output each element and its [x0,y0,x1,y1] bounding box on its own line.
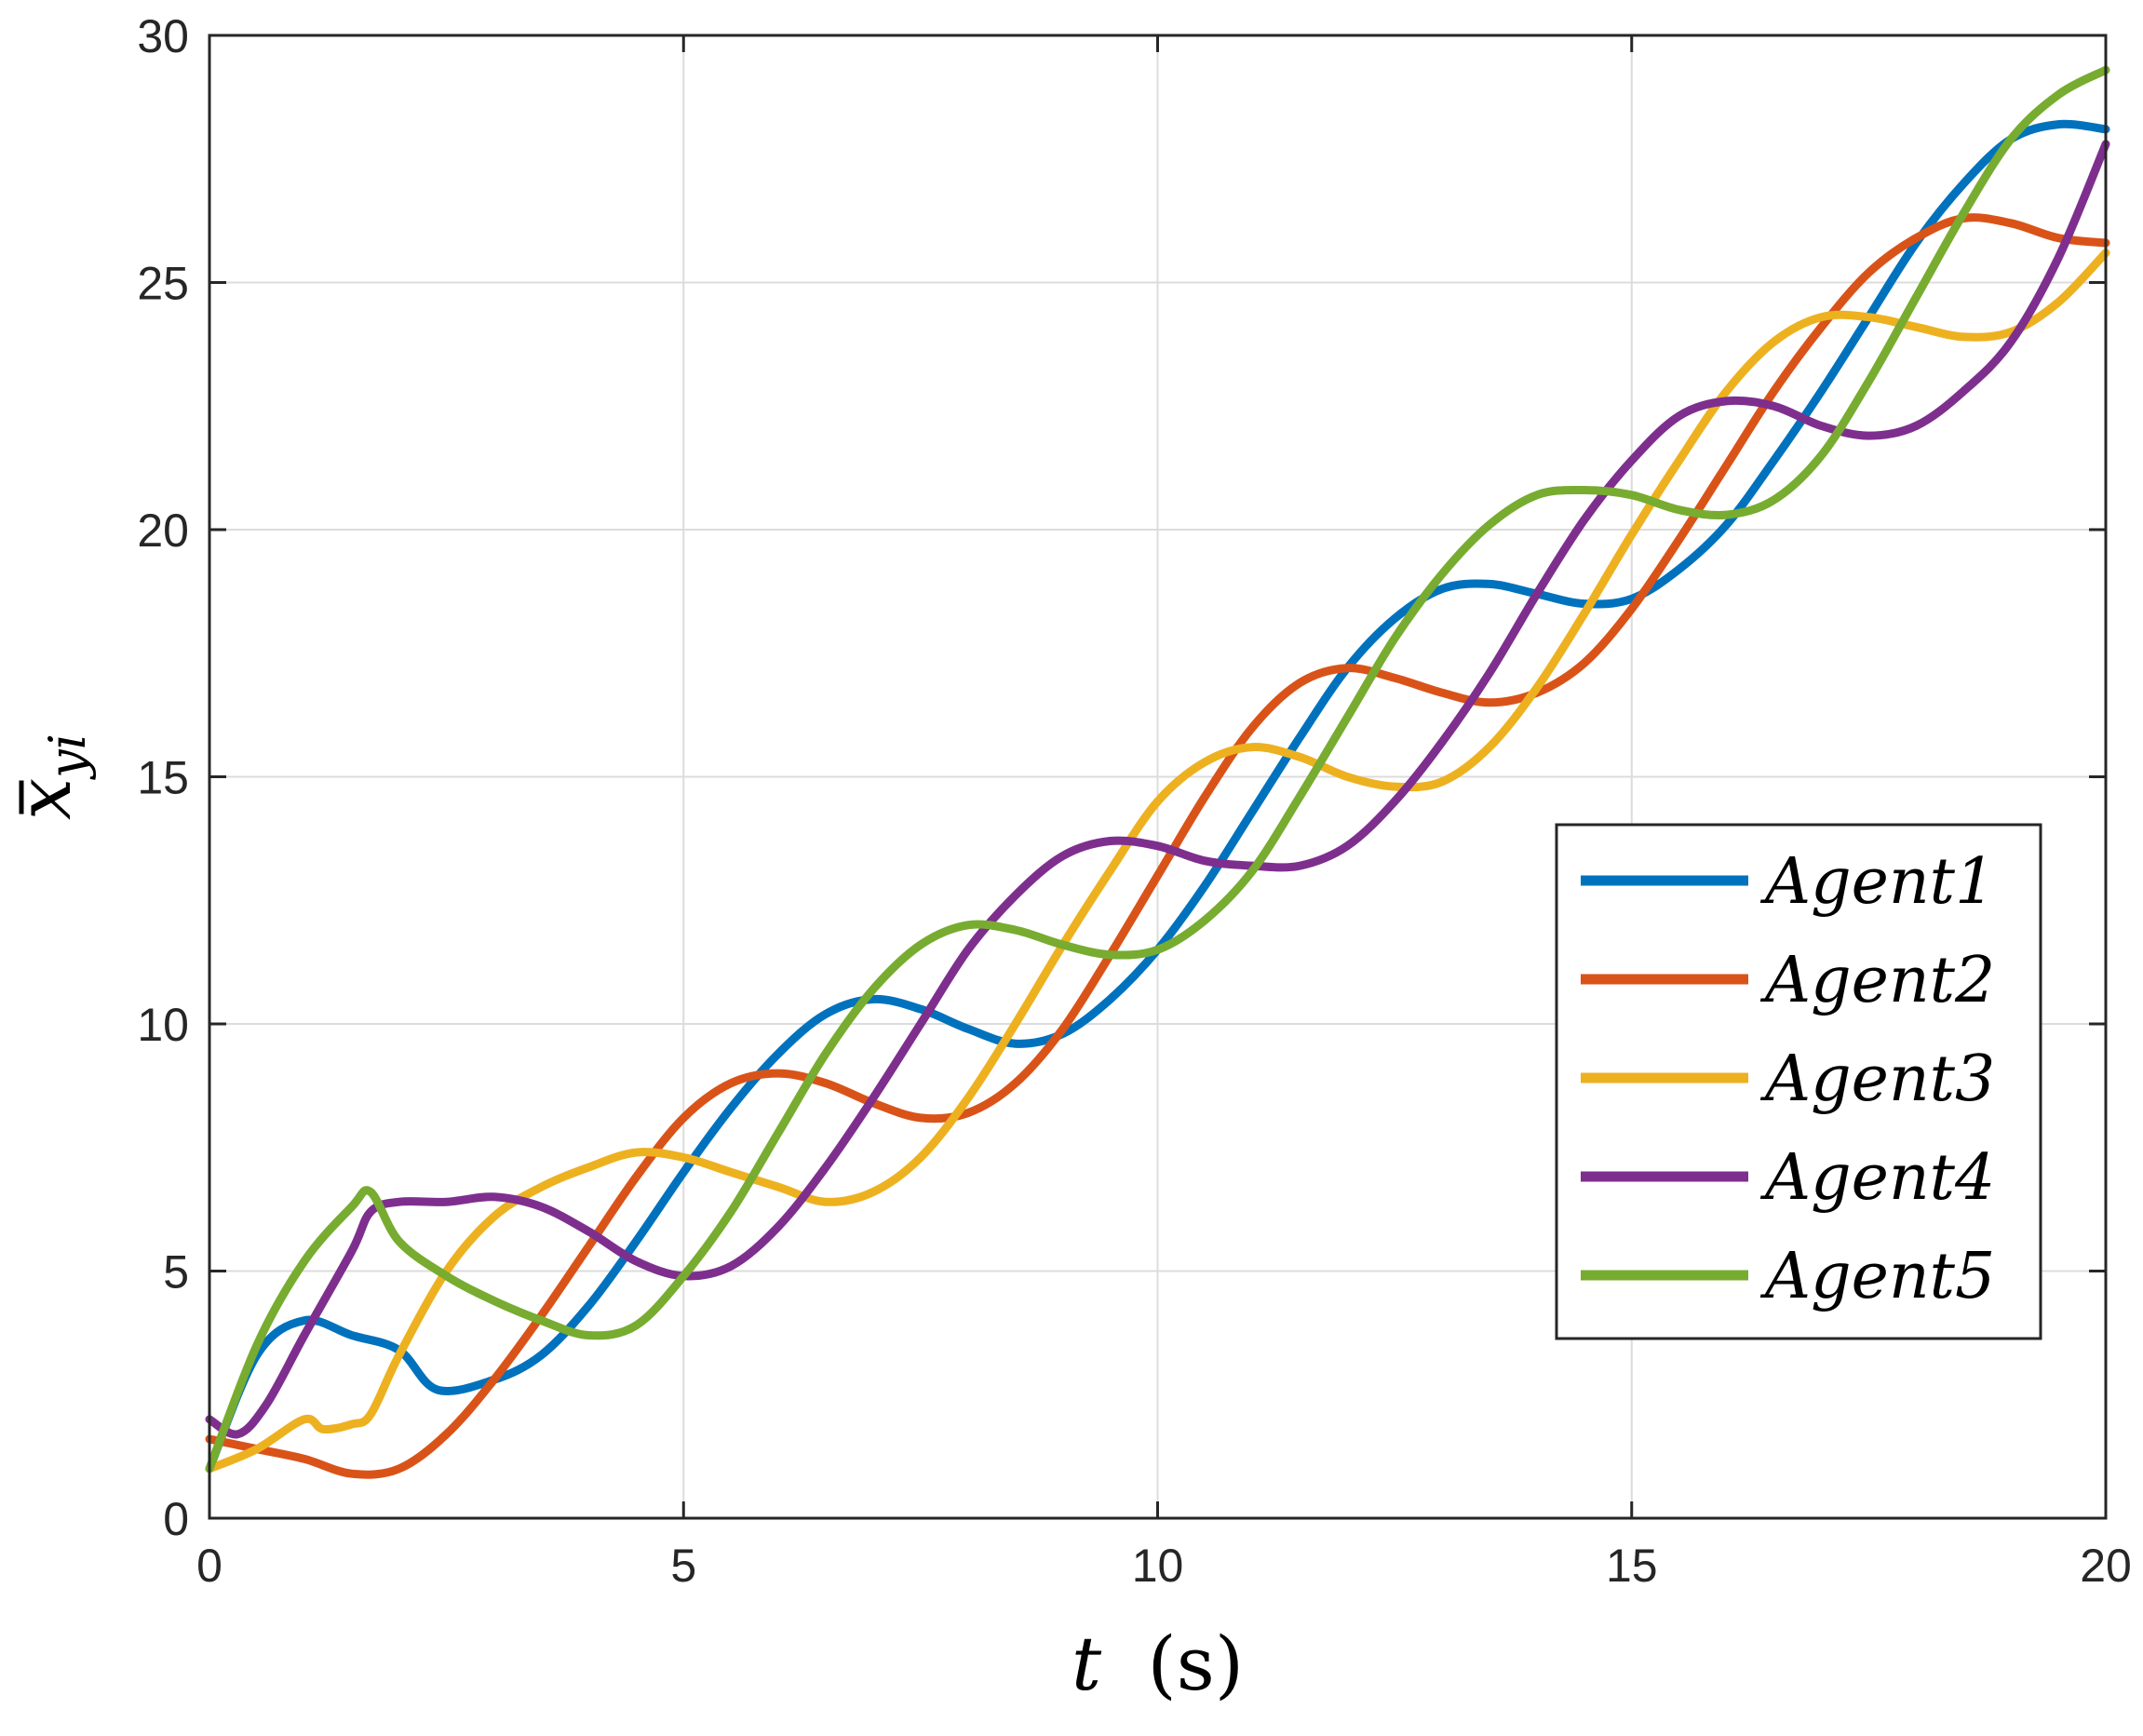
y-axis-subscript: yi [38,733,97,780]
y-axis-base: x [1,778,88,820]
y-tick-label: 5 [163,1246,189,1299]
x-tick-label: 0 [196,1540,222,1592]
y-tick-label: 0 [163,1493,189,1545]
y-tick-label: 25 [137,258,189,310]
x-axis-title: t (s) [1072,1621,1244,1707]
legend-label-4: Agent4 [1759,1141,1995,1215]
series-line-3 [205,249,2110,1474]
y-axis-title: xyi [1,733,97,820]
y-tick-label: 10 [137,999,189,1051]
y-tick-label: 30 [137,10,189,62]
legend: Agent1 Agent2 Agent3 Agent4 Agent5 [1555,823,2042,1340]
x-axis-variable: t [1072,1621,1102,1707]
x-tick-label: 5 [670,1540,696,1592]
legend-label-2: Agent2 [1759,944,1995,1017]
x-tick-label: 15 [1606,1540,1658,1592]
y-tick-label: 15 [137,752,189,804]
legend-label-5: Agent5 [1759,1240,1995,1313]
y-tick-label: 20 [137,505,189,557]
legend-label-3: Agent3 [1759,1043,1995,1116]
tick-labels: 0 5 10 15 20 0 5 10 15 20 25 30 [137,10,2131,1592]
legend-label-1: Agent1 [1759,845,1995,919]
series-line-4 [205,140,2110,1439]
x-tick-label: 20 [2080,1540,2132,1592]
svg-text:xyi: xyi [1,733,97,820]
tick-marks [208,34,2108,1520]
x-tick-label: 10 [1132,1540,1184,1592]
series-line-5 [205,65,2110,1474]
series-lines [205,65,2110,1479]
x-axis-unit: (s) [1148,1621,1244,1707]
